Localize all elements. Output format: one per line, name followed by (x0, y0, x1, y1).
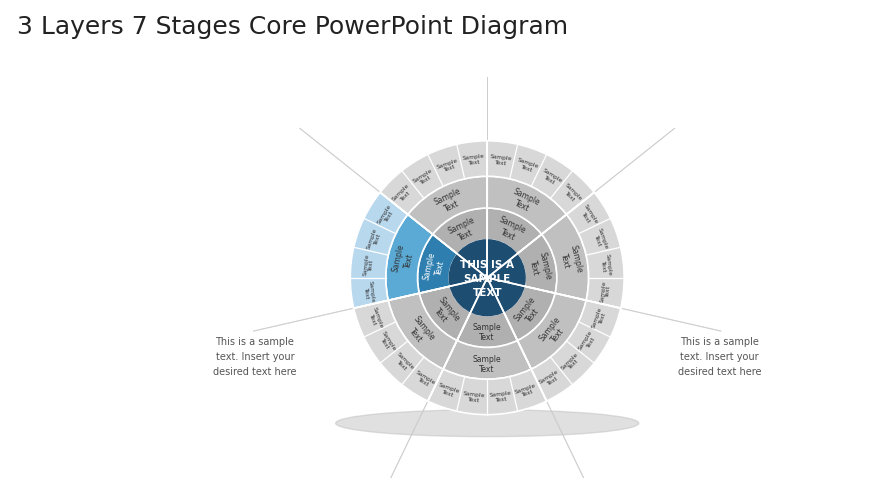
Text: Sample
Text: Sample Text (577, 329, 598, 354)
Text: Sample
Text: Sample Text (461, 390, 485, 403)
Text: Sample
Text: Sample Text (411, 368, 435, 389)
Text: Sample
Text: Sample Text (403, 314, 436, 348)
Wedge shape (388, 294, 456, 369)
Text: Sample
Text: Sample Text (512, 294, 545, 329)
Text: Sample
Text: Sample Text (590, 305, 607, 329)
Text: Sample
Text: Sample Text (514, 157, 538, 174)
Text: Sample
Text: Sample Text (433, 186, 467, 216)
Wedge shape (487, 142, 594, 215)
Text: Sample
Text: Sample Text (362, 280, 375, 303)
Text: This is a sample
text. Insert your
desired text here: This is a sample text. Insert your desir… (677, 337, 760, 376)
Text: Sample
Text: Sample Text (366, 227, 383, 251)
Text: Sample
Text: Sample Text (473, 354, 501, 373)
Text: Sample
Text: Sample Text (488, 390, 512, 403)
Text: This is a sample
text. Insert your
desired text here: This is a sample text. Insert your desir… (213, 337, 296, 376)
Wedge shape (428, 369, 546, 415)
Wedge shape (503, 286, 554, 341)
Wedge shape (432, 209, 487, 255)
Text: Sample
Text: Sample Text (447, 215, 481, 244)
Text: Sample
Text: Sample Text (537, 314, 570, 348)
Text: Sample
Text: Sample Text (391, 243, 416, 275)
Text: Sample
Text: Sample Text (375, 203, 396, 227)
Wedge shape (517, 294, 586, 369)
Text: Sample
Text: Sample Text (435, 382, 460, 399)
Text: Sample
Text: Sample Text (461, 154, 485, 166)
Text: Sample
Text: Sample Text (557, 243, 582, 275)
Text: Sample
Text: Sample Text (375, 329, 396, 354)
Text: Sample
Text: Sample Text (507, 186, 541, 216)
Wedge shape (419, 286, 470, 341)
Wedge shape (516, 235, 556, 294)
Text: Sample
Text: Sample Text (391, 183, 414, 205)
Text: 3 Layers 7 Stages Core PowerPoint Diagram: 3 Layers 7 Stages Core PowerPoint Diagra… (17, 15, 567, 39)
Wedge shape (487, 209, 541, 255)
Wedge shape (354, 301, 442, 401)
Text: Sample
Text: Sample Text (473, 322, 501, 342)
Wedge shape (385, 215, 432, 301)
Wedge shape (380, 142, 487, 215)
Text: Sample
Text: Sample Text (599, 280, 612, 303)
Text: Sample
Text: Sample Text (428, 294, 461, 329)
Text: Sample
Text: Sample Text (391, 351, 414, 374)
Wedge shape (417, 235, 457, 294)
Text: Sample
Text: Sample Text (411, 167, 435, 188)
Text: Sample
Text: Sample Text (514, 382, 538, 399)
Wedge shape (531, 301, 620, 401)
Text: Sample
Text: Sample Text (366, 305, 383, 329)
Wedge shape (541, 215, 588, 301)
Text: Sample
Text: Sample Text (435, 157, 460, 174)
Text: Sample
Text: Sample Text (488, 154, 512, 166)
Text: Sample
Text: Sample Text (590, 227, 607, 251)
Text: Sample
Text: Sample Text (538, 368, 562, 389)
Wedge shape (487, 177, 566, 235)
Text: Sample
Text: Sample Text (560, 351, 582, 374)
Text: Sample
Text: Sample Text (599, 253, 612, 277)
Text: Sample
Text: Sample Text (538, 167, 562, 188)
Wedge shape (456, 312, 517, 347)
Text: Sample
Text: Sample Text (493, 215, 527, 244)
Text: THIS IS A
SAMPLE
TEXT: THIS IS A SAMPLE TEXT (460, 259, 514, 297)
Text: Sample
Text: Sample Text (560, 183, 582, 205)
Wedge shape (442, 341, 531, 380)
Text: Sample
Text: Sample Text (421, 250, 447, 282)
Wedge shape (350, 193, 408, 308)
Ellipse shape (335, 410, 638, 437)
Wedge shape (408, 177, 487, 235)
Wedge shape (566, 193, 623, 308)
Text: Sample
Text: Sample Text (362, 253, 375, 277)
Circle shape (448, 240, 525, 316)
Text: Sample
Text: Sample Text (527, 250, 552, 282)
Text: Sample
Text: Sample Text (577, 203, 598, 227)
